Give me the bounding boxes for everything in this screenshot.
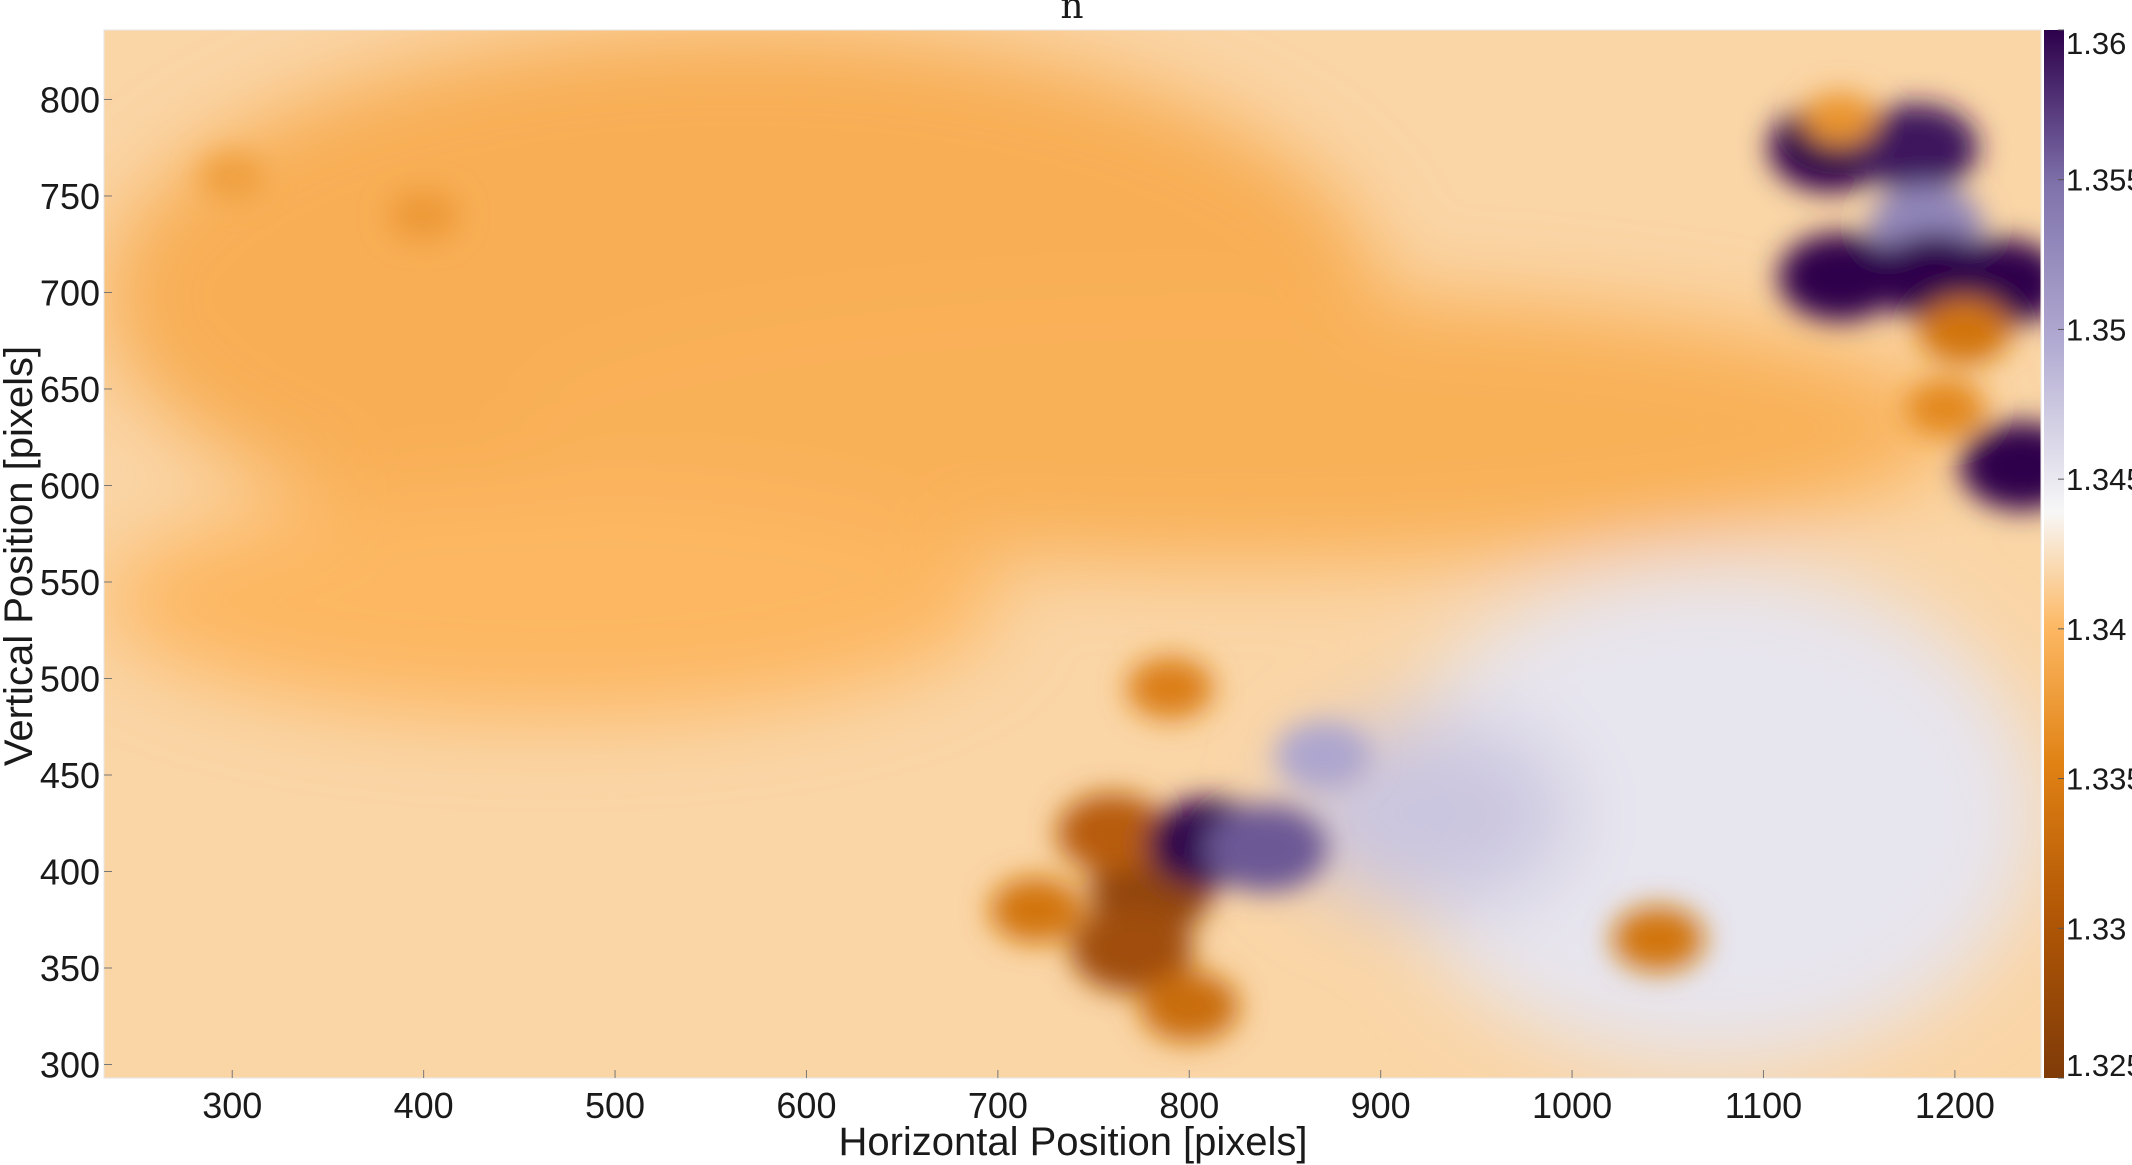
plot-area <box>104 30 2041 1078</box>
chart-title: n <box>1060 0 1083 27</box>
x-tick-label: 700 <box>968 1085 1028 1126</box>
colorbar-tick-label: 1.35 <box>2066 312 2126 347</box>
colorbar-tick-label: 1.36 <box>2066 26 2126 61</box>
field-blob-15 <box>1611 905 1705 973</box>
colorbar-tick-label: 1.34 <box>2066 612 2126 647</box>
field-region-4 <box>1380 562 2041 1065</box>
x-tick-label: 400 <box>394 1085 454 1126</box>
x-tick-label: 1200 <box>1915 1085 1995 1126</box>
field-blob-13 <box>1275 721 1371 790</box>
y-axis: 300 350 400 450 500 550 600 650 700 750 800 <box>40 79 112 1085</box>
y-tick-label: 300 <box>40 1044 100 1085</box>
colorbar <box>2044 30 2064 1078</box>
x-tick-label: 600 <box>776 1085 836 1126</box>
y-tick-label: 450 <box>40 755 100 796</box>
x-tick-label: 900 <box>1351 1085 1411 1126</box>
field-band-2 <box>519 292 1955 563</box>
y-tick-label: 550 <box>40 562 100 603</box>
x-tick-label: 500 <box>585 1085 645 1126</box>
field-blob-23 <box>1918 297 2011 365</box>
y-tick-label: 650 <box>40 369 100 410</box>
y-axis-label: Vertical Position [pixels] <box>0 346 41 766</box>
y-tick-label: 600 <box>40 465 100 506</box>
x-axis-label: Horizontal Position [pixels] <box>838 1120 1307 1164</box>
field-blobs <box>198 92 2041 1042</box>
field-blob-17 <box>1854 103 1979 192</box>
field-blob-9 <box>1139 971 1239 1042</box>
colorbar-tick-label: 1.345 <box>2066 462 2132 497</box>
y-tick-label: 500 <box>40 658 100 699</box>
y-tick-label: 750 <box>40 176 100 217</box>
field-blob-12 <box>1204 804 1328 893</box>
y-tick-label: 350 <box>40 948 100 989</box>
field-blob-26 <box>387 189 460 241</box>
colorbar-tick-label: 1.33 <box>2066 911 2126 946</box>
y-tick-label: 400 <box>40 851 100 892</box>
field-blob-19 <box>1778 233 1902 322</box>
x-tick-label: 1000 <box>1532 1085 1612 1126</box>
field-blob-14 <box>1126 657 1214 720</box>
colorbar-ticks: 1.325 1.33 1.335 1.34 1.345 1.35 1.355 1.36 <box>2058 26 2132 1083</box>
x-axis: 300 400 500 600 700 800 900 1000 1100 1200 <box>202 1070 1995 1126</box>
field-blob-8 <box>1057 793 1169 873</box>
plot-frame <box>103 29 2042 1079</box>
field-band-3 <box>104 485 998 718</box>
field-blob-7 <box>1070 904 1194 993</box>
colorbar-tick-label: 1.325 <box>2066 1048 2132 1083</box>
colorbar-tick-label: 1.335 <box>2066 762 2132 797</box>
y-tick-label: 800 <box>40 79 100 120</box>
y-tick-label: 700 <box>40 272 100 313</box>
x-tick-label: 300 <box>202 1085 262 1126</box>
field-blob-27 <box>198 152 267 202</box>
x-tick-label: 1100 <box>1725 1085 1802 1126</box>
field-blob-22 <box>1960 422 2041 511</box>
colorbar-tick-label: 1.355 <box>2066 163 2132 198</box>
field-blob-24 <box>1905 379 1986 438</box>
field-blob-25 <box>1802 92 1878 146</box>
field-blob-10 <box>989 876 1083 944</box>
x-tick-label: 800 <box>1159 1085 1219 1126</box>
field-bands <box>104 30 2041 1065</box>
